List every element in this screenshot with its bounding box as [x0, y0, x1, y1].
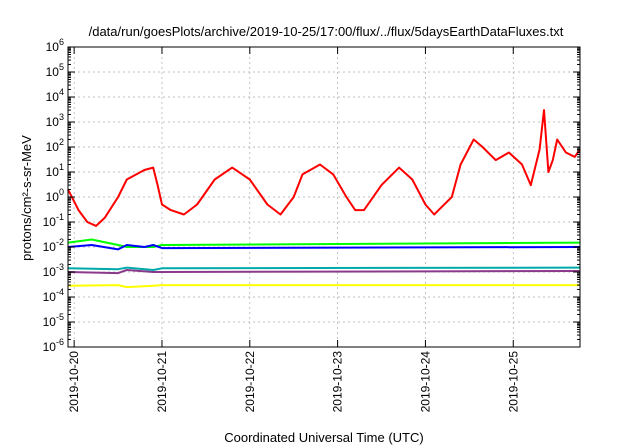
series-line	[67, 109, 581, 227]
chart-title: /data/run/goesPlots/archive/2019-10-25/1…	[89, 24, 564, 39]
series-line	[67, 284, 580, 289]
y-tick-label: 10-6	[43, 337, 64, 354]
series-line	[67, 269, 581, 275]
y-tick-label: 10-3	[43, 262, 64, 279]
series-layer	[67, 109, 581, 289]
x-tick-label: 2019-10-22	[243, 351, 257, 413]
x-tick-label: 2019-10-20	[67, 351, 81, 413]
grid-lines	[68, 47, 580, 347]
x-tick-label: 2019-10-23	[331, 351, 345, 413]
x-tick-label: 2019-10-25	[506, 351, 520, 413]
y-tick-label: 103	[46, 112, 64, 129]
series-line	[67, 244, 581, 251]
x-tick-label: 2019-10-24	[418, 351, 432, 413]
y-tick-label: 105	[46, 62, 64, 79]
y-tick-label: 101	[46, 162, 64, 179]
series-line	[67, 266, 581, 271]
y-tick-label: 10-1	[43, 212, 64, 229]
x-tick-label: 2019-10-21	[155, 351, 169, 413]
x-axis: 2019-10-20 2019-10-21 2019-10-22 2019-10-23…	[67, 47, 520, 412]
y-tick-label: 10-5	[43, 312, 64, 329]
y-tick-label: 106	[46, 37, 64, 54]
series-line	[67, 238, 581, 248]
y-tick-label: 10-2	[43, 237, 64, 254]
x-axis-label: Coordinated Universal Time (UTC)	[224, 430, 423, 445]
y-tick-label: 104	[46, 87, 64, 104]
y-tick-label: 100	[46, 187, 64, 204]
y-tick-label: 102	[46, 137, 64, 154]
y-axis-label: protons/cm²-s-sr-MeV	[19, 135, 34, 261]
y-axis: 10-6 10-5 10-4 10-3 10-2 10-1 100 101 102 103 104 1…	[43, 37, 580, 354]
y-tick-label: 10-4	[43, 287, 64, 304]
